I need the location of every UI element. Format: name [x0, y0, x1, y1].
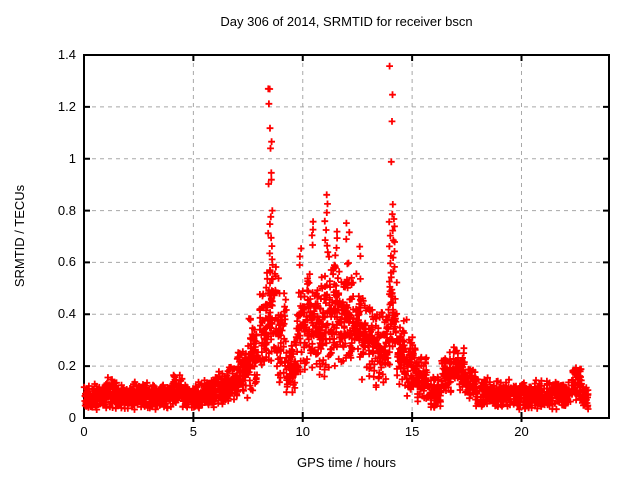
- x-axis-title: GPS time / hours: [297, 455, 396, 470]
- y-tick-label: 1: [68, 150, 76, 166]
- y-tick-label: 1.4: [57, 47, 76, 62]
- y-tick-label: 0.8: [57, 202, 76, 218]
- x-tick-label: 20: [514, 424, 529, 439]
- x-tick-label: 5: [189, 424, 197, 439]
- x-tick-label: 15: [404, 424, 420, 439]
- y-tick-label: 0.4: [57, 306, 76, 322]
- y-tick-label: 0.2: [57, 358, 76, 374]
- chart-title: Day 306 of 2014, SRMTID for receiver bsc…: [220, 14, 473, 29]
- y-tick-label: 0: [68, 410, 76, 425]
- scatter-points: [80, 62, 592, 413]
- x-tick-label: 10: [295, 424, 310, 439]
- y-tick-label: 1.2: [57, 98, 76, 114]
- y-tick-label: 0.6: [57, 254, 76, 270]
- x-tick-label: 0: [80, 424, 88, 439]
- plot-border: [83, 54, 610, 419]
